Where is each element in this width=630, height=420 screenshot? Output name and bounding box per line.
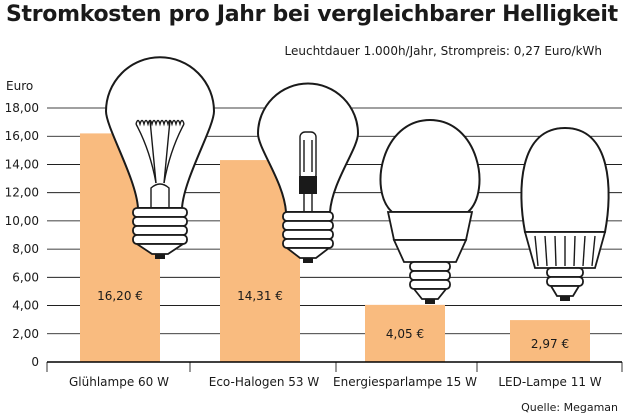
data-label: 2,97 €	[531, 337, 569, 351]
y-axis-label: Euro	[6, 79, 33, 93]
chart-subtitle: Leuchtdauer 1.000h/Jahr, Strompreis: 0,2…	[284, 44, 602, 58]
label-layer: Glühlampe 60 W Eco-Halogen 53 W Energiespa…	[69, 289, 602, 389]
x-tick-label: Glühlampe 60 W	[69, 375, 169, 389]
y-tick-label: 12,00	[5, 186, 39, 200]
y-tick-label: 0	[31, 355, 39, 369]
axis-layer: Euro 0 2,00 4,00 6,00 8,00 10,00 12,00 14,00 16,0…	[5, 79, 623, 372]
y-tick-label: 6,00	[12, 270, 39, 284]
y-tick-label: 4,00	[12, 299, 39, 313]
led-bulb-icon	[520, 126, 610, 301]
bulb-layer	[104, 56, 610, 304]
bar	[365, 304, 445, 362]
energy-saving-bulb-icon	[379, 118, 481, 304]
halogen-bulb-icon	[256, 82, 360, 263]
bar	[510, 320, 590, 362]
chart-title: Stromkosten pro Jahr bei vergleichbarer …	[6, 2, 618, 27]
y-tick-label: 10,00	[5, 214, 39, 228]
bar-layer	[80, 133, 590, 362]
y-tick-label: 8,00	[12, 242, 39, 256]
source-note: Quelle: Megaman	[521, 401, 618, 414]
x-tick-label: Eco-Halogen 53 W	[209, 375, 320, 389]
data-label: 16,20 €	[97, 289, 143, 303]
data-label: 14,31 €	[237, 289, 283, 303]
x-tick-label: Energiesparlampe 15 W	[333, 375, 477, 389]
y-tick-label: 18,00	[5, 101, 39, 115]
incandescent-bulb-icon	[104, 56, 216, 259]
y-tick-label: 14,00	[5, 157, 39, 171]
data-label: 4,05 €	[386, 327, 424, 341]
y-tick-label: 2,00	[12, 327, 39, 341]
x-tick-label: LED-Lampe 11 W	[498, 375, 601, 389]
y-tick-label: 16,00	[5, 129, 39, 143]
